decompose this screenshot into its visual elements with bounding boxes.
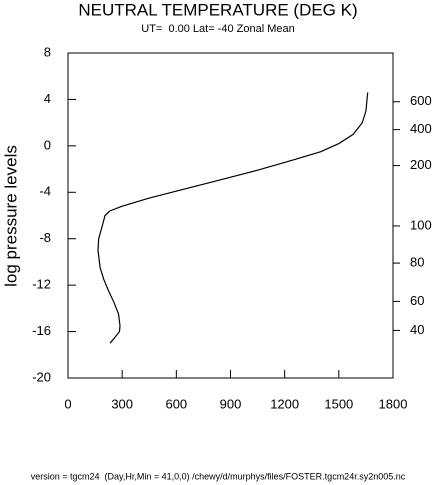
- plot-frame: [67, 52, 394, 379]
- y2-tick-label: 40: [410, 322, 424, 337]
- y-tick-label: -16: [32, 323, 51, 338]
- y2-tick-label: 200: [410, 157, 432, 172]
- chart-title: NEUTRAL TEMPERATURE (DEG K): [78, 0, 357, 19]
- x-tick-label: 900: [220, 396, 242, 411]
- y2-tick-label: 100: [410, 217, 432, 232]
- x-tick-label: 1200: [270, 396, 299, 411]
- y-tick-label: -20: [32, 369, 51, 384]
- chart-subtitle: UT= 0.00 Lat= -40 Zonal Mean: [141, 23, 294, 35]
- y2-tick-label: 400: [410, 121, 432, 136]
- x-tick-label: 600: [165, 396, 187, 411]
- y-tick-label: -12: [32, 277, 51, 292]
- y2-tick-label: 600: [410, 93, 432, 108]
- x-tick-label: 1800: [379, 396, 408, 411]
- y-tick-label: 8: [44, 44, 51, 59]
- y-tick-label: 4: [44, 91, 51, 106]
- x-tick-label: 1500: [324, 396, 353, 411]
- x-tick-label: 0: [64, 396, 71, 411]
- y2-tick-label: 60: [410, 293, 424, 308]
- y-tick-label: 0: [44, 137, 51, 152]
- y-tick-label: -4: [39, 184, 51, 199]
- x-tick-label: 300: [111, 396, 133, 411]
- footer: version = tgcm24 (Day,Hr,Min = 41,0,0) /…: [31, 471, 406, 481]
- y-axis-label: log pressure levels: [1, 145, 20, 287]
- data-line: [97, 92, 369, 344]
- y2-tick-label: 80: [410, 255, 424, 270]
- y-tick-label: -8: [39, 230, 51, 245]
